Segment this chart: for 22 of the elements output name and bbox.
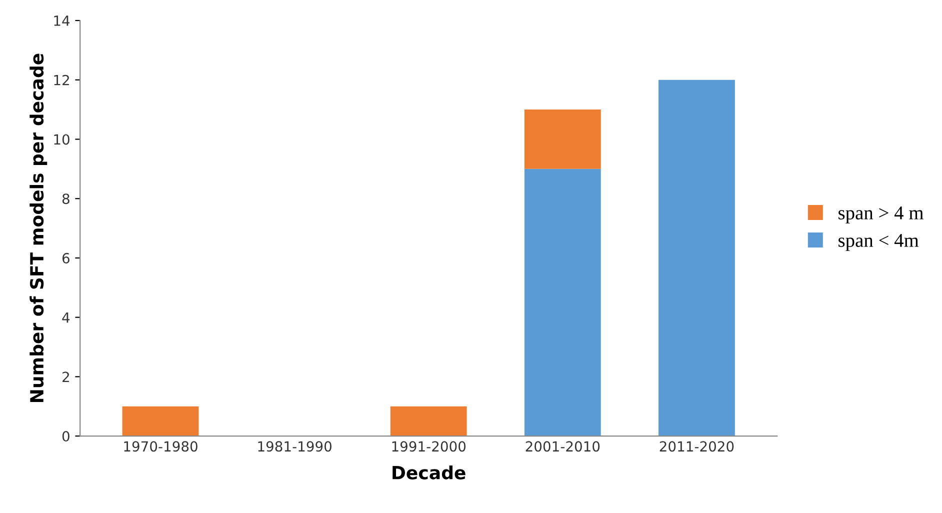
legend-label: span < 4m bbox=[838, 234, 919, 251]
y-tick-label: 10 bbox=[54, 134, 70, 145]
bar bbox=[390, 406, 467, 436]
bar bbox=[524, 110, 601, 169]
y-tick-label: 0 bbox=[62, 431, 70, 442]
bar bbox=[122, 406, 199, 436]
x-axis-title: Decade bbox=[392, 465, 466, 480]
legend-label: span > 4 m bbox=[838, 206, 924, 224]
x-tick-label: 1970-1980 bbox=[124, 441, 198, 452]
x-tick-label: 2001-2010 bbox=[526, 441, 600, 452]
y-tick-label: 8 bbox=[62, 194, 70, 204]
y-tick-label: 4 bbox=[62, 312, 70, 323]
x-tick-label: 2011-2020 bbox=[660, 441, 734, 452]
bar bbox=[524, 168, 601, 436]
y-tick-label: 6 bbox=[62, 252, 70, 264]
y-axis-title: Number of SFT models per decade bbox=[30, 54, 48, 402]
y-tick-label: 2 bbox=[62, 372, 69, 382]
x-tick-label: 1991-2000 bbox=[392, 441, 466, 452]
y-tick-label: 14 bbox=[54, 16, 70, 26]
x-tick-label: 1981-1990 bbox=[258, 441, 332, 452]
bar bbox=[658, 80, 735, 436]
y-tick-label: 12 bbox=[54, 74, 69, 86]
